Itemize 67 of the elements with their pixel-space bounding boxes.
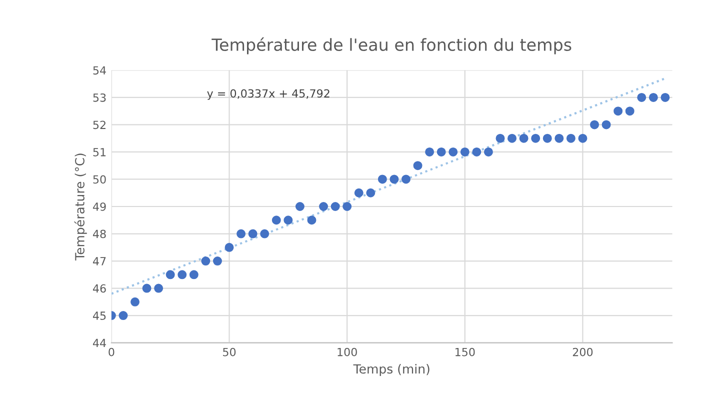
point — [224, 242, 234, 252]
point — [201, 256, 210, 266]
point — [154, 284, 164, 293]
x-tick-label: 150 — [456, 348, 475, 356]
point — [519, 134, 528, 143]
point — [436, 147, 446, 156]
y-tick-label: 50 — [93, 175, 106, 184]
x-tick-label: 200 — [572, 348, 593, 356]
point — [660, 92, 670, 102]
x-tick-label: 50 — [223, 348, 236, 356]
point — [295, 202, 304, 211]
point — [614, 106, 623, 116]
point — [272, 216, 281, 225]
x-axis-title: Temps (min) — [353, 364, 430, 376]
point — [590, 120, 600, 130]
point — [319, 202, 328, 211]
y-tick-label: 53 — [93, 93, 106, 102]
point — [178, 270, 187, 280]
point — [118, 311, 128, 320]
point — [542, 134, 552, 143]
point — [130, 297, 140, 306]
point — [484, 147, 493, 156]
x-tick-label: 0 — [108, 348, 114, 356]
point — [413, 161, 422, 170]
point — [508, 134, 517, 143]
point — [602, 120, 611, 130]
point — [366, 188, 376, 198]
y-tick-label: 46 — [92, 284, 106, 293]
y-axis-title: Température (°C) — [74, 154, 87, 260]
point — [166, 270, 175, 280]
point — [578, 134, 588, 143]
y-tick-label: 45 — [92, 312, 106, 320]
point — [236, 229, 246, 238]
y-tick-label: 47 — [92, 257, 106, 266]
point — [260, 229, 270, 238]
y-tick-label: 49 — [92, 202, 106, 211]
point — [637, 92, 646, 102]
y-tick-label: 44 — [92, 338, 106, 348]
y-tick-label: 54 — [93, 66, 106, 75]
point — [496, 134, 505, 143]
point — [625, 106, 634, 116]
point — [354, 188, 364, 198]
y-tick-label: 51 — [93, 148, 106, 156]
y-tick-label: 48 — [92, 230, 106, 238]
point — [248, 229, 258, 238]
point — [142, 284, 152, 293]
point — [212, 256, 222, 266]
point — [460, 147, 470, 156]
point — [284, 216, 293, 225]
point — [472, 147, 482, 156]
point — [554, 134, 564, 143]
point — [390, 174, 399, 184]
point — [378, 174, 387, 184]
y-tick-label: 52 — [93, 120, 106, 130]
point — [401, 174, 410, 184]
point — [425, 147, 434, 156]
x-tick-label: 100 — [338, 348, 357, 356]
point — [648, 92, 658, 102]
point — [448, 147, 458, 156]
annotation: y = 0,0337x + 45,792 — [207, 89, 330, 100]
chart-title: Température de l'eau en fonction du temps — [212, 37, 572, 54]
point — [531, 134, 540, 143]
point — [307, 216, 316, 225]
point — [566, 134, 576, 143]
point — [189, 270, 198, 280]
point — [342, 202, 352, 211]
point — [330, 202, 340, 211]
